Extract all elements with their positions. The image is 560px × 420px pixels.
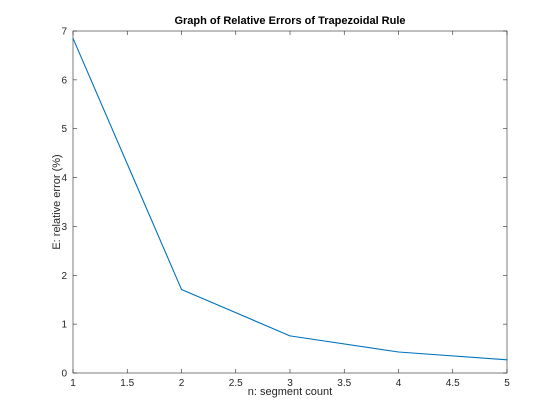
x-tick-label: 5 (504, 378, 510, 389)
x-tick-label: 2 (179, 378, 185, 389)
chart-title: Graph of Relative Errors of Trapezoidal … (174, 15, 405, 27)
x-tick-label: 1.5 (120, 378, 134, 389)
x-axis-label: n: segment count (248, 386, 332, 398)
data-point (180, 288, 183, 291)
x-tick-label: 1 (70, 378, 76, 389)
y-tick-label: 4 (61, 173, 67, 184)
y-tick-label: 2 (61, 271, 67, 282)
x-tick-label: 4 (396, 378, 402, 389)
y-tick-label: 5 (61, 124, 67, 135)
data-point (72, 37, 74, 39)
y-axis: 0 1 2 3 4 5 6 7 (61, 27, 507, 380)
data-point (397, 351, 400, 353)
data-point (506, 359, 508, 361)
plot-area (72, 30, 508, 374)
y-tick-label: 1 (61, 320, 67, 331)
y-tick-label: 0 (61, 369, 67, 380)
x-tick-label: 4.5 (446, 378, 460, 389)
x-axis: 1 1.5 2 2.5 3 3.5 4 4.5 5 (70, 31, 510, 389)
series-layer (72, 37, 508, 361)
x-tick-label: 2.5 (229, 378, 243, 389)
data-point (289, 335, 291, 337)
x-tick-label: 3 (287, 378, 293, 389)
x-tick-label: 3.5 (337, 378, 351, 389)
y-axis-label: E: relative error (%) (51, 154, 63, 249)
y-tick-label: 7 (61, 27, 67, 38)
y-tick-label: 3 (61, 222, 67, 233)
y-tick-label: 6 (61, 75, 67, 86)
